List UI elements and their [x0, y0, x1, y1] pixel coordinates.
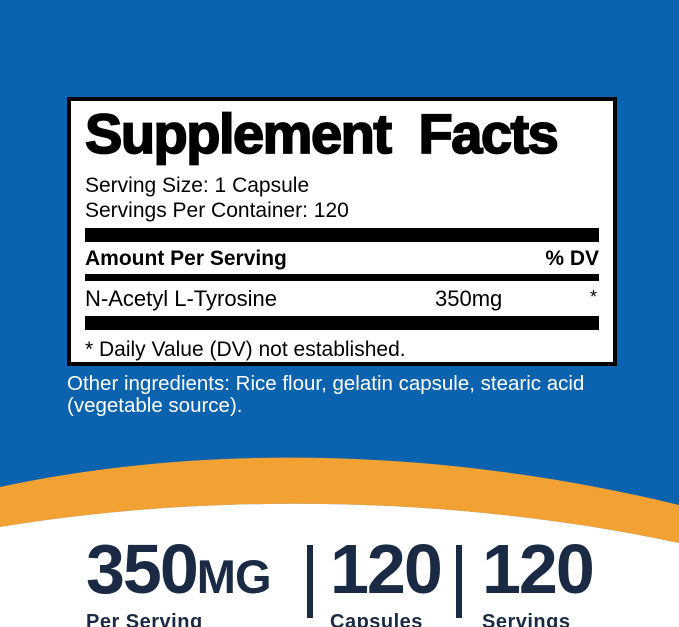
stat-servings-label: Servings [482, 611, 571, 627]
dv-header: % DV [545, 247, 599, 270]
other-ingredients-line-1: Other ingredients: Rice flour, gelatin c… [67, 372, 585, 395]
wave-graphic [0, 457, 679, 627]
stat-divider-2 [456, 545, 462, 618]
stat-capsules-label: Capsules [330, 611, 423, 627]
stat-dose-label: Per Serving [86, 611, 203, 627]
nutrient-row: N-Acetyl L-Tyrosine 350mg * [85, 287, 599, 311]
stat-dose-unit: MG [196, 550, 272, 603]
stat-servings: 120 Servings [482, 530, 595, 627]
servings-per-container: Servings Per Container: 120 [85, 199, 349, 222]
stat-divider-1 [307, 545, 313, 618]
panel-title: Supplement Facts [84, 102, 560, 165]
stat-capsules-value: 120 [330, 530, 443, 608]
other-ingredients: Other ingredients: Rice flour, gelatin c… [67, 373, 633, 416]
white-bottom-area [0, 503, 679, 627]
column-header-row: Amount Per Serving % DV [85, 248, 599, 269]
other-ingredients-line-2: (vegetable source). [67, 393, 243, 417]
serving-info: Serving Size: 1 Capsule Servings Per Con… [85, 173, 599, 223]
nutrient-dv-asterisk: * [589, 287, 597, 307]
serving-size: Serving Size: 1 Capsule [85, 174, 310, 197]
separator-bar-medium [85, 274, 599, 281]
stat-dose: 350MG Per Serving [86, 530, 272, 627]
stat-dose-value: 350MG [86, 530, 272, 608]
stat-capsules: 120 Capsules [330, 530, 443, 627]
dv-footnote: * Daily Value (DV) not established. [85, 338, 406, 361]
amount-per-serving-header: Amount Per Serving [85, 247, 287, 270]
orange-arc-stripe [0, 457, 679, 543]
separator-bar-thick-top [85, 228, 599, 242]
nutrient-amount: 350mg [435, 286, 503, 311]
stat-servings-value: 120 [482, 530, 595, 608]
supplement-facts-panel: Supplement Facts Serving Size: 1 Capsule… [67, 97, 617, 366]
nutrient-name: N-Acetyl L-Tyrosine [85, 286, 277, 311]
separator-bar-thick-bottom [85, 316, 599, 330]
